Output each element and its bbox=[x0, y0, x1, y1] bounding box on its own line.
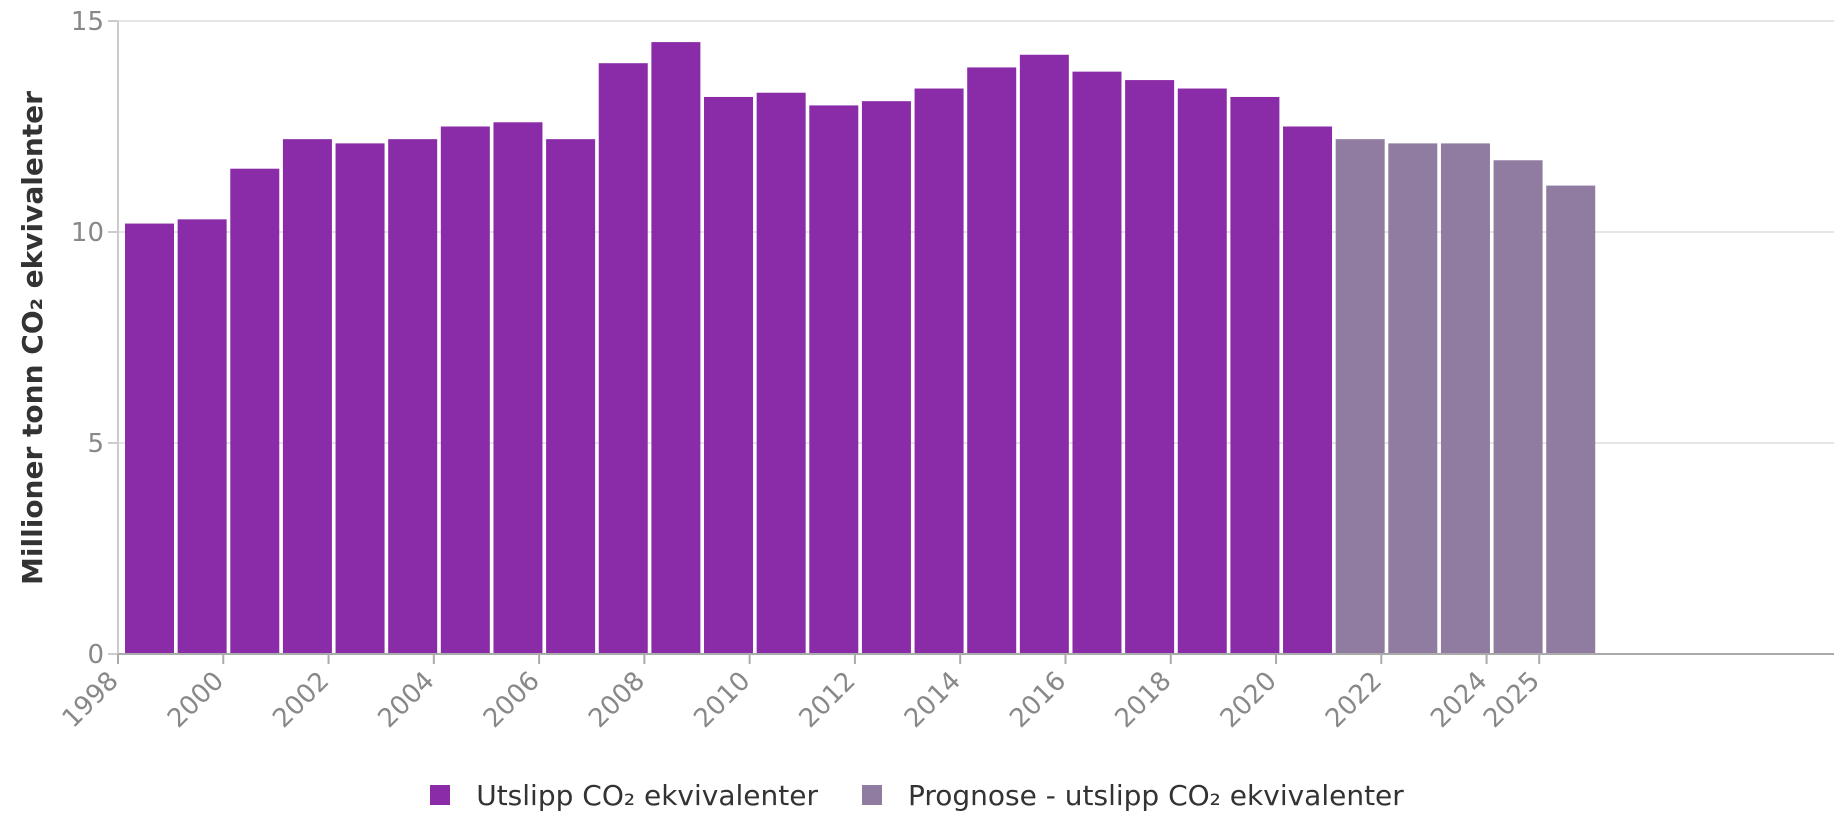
x-tick-label-2010: 2010 bbox=[688, 666, 756, 734]
bar-measured-2013[interactable] bbox=[914, 88, 964, 654]
bar-forecast-2024[interactable] bbox=[1493, 160, 1543, 654]
bar-measured-2004[interactable] bbox=[440, 126, 490, 655]
bar-measured-2016[interactable] bbox=[1072, 71, 1122, 654]
x-tick-label-2025: 2025 bbox=[1478, 666, 1546, 734]
bar-measured-2010[interactable] bbox=[756, 92, 806, 655]
y-tick-label-10: 10 bbox=[71, 218, 104, 248]
x-tick-label-2004: 2004 bbox=[373, 666, 441, 734]
x-tick-label-2018: 2018 bbox=[1109, 666, 1177, 734]
y-tick-label-15: 15 bbox=[71, 7, 104, 37]
y-axis-label: Millioner tonn CO₂ ekvivalenter bbox=[16, 91, 49, 585]
bar-measured-2015[interactable] bbox=[1019, 54, 1069, 654]
legend-label-measured: Utslipp CO₂ ekvivalenter bbox=[476, 778, 818, 812]
bar-measured-2002[interactable] bbox=[335, 143, 385, 654]
bar-forecast-2022[interactable] bbox=[1388, 143, 1438, 654]
x-tick-label-2022: 2022 bbox=[1320, 666, 1388, 734]
bar-measured-2017[interactable] bbox=[1125, 80, 1175, 654]
x-tick-label-2024: 2024 bbox=[1425, 666, 1493, 734]
x-tick-label-2002: 2002 bbox=[267, 666, 335, 734]
bar-measured-2011[interactable] bbox=[809, 105, 859, 654]
bar-measured-2007[interactable] bbox=[598, 63, 648, 654]
x-tick-label-2008: 2008 bbox=[583, 666, 651, 734]
bar-measured-2001[interactable] bbox=[282, 139, 332, 654]
x-tick-label-1998: 1998 bbox=[57, 666, 125, 734]
legend-item-measured[interactable]: Utslipp CO₂ ekvivalenter bbox=[430, 779, 818, 812]
legend-label-forecast: Prognose - utslipp CO₂ ekvivalenter bbox=[907, 778, 1404, 812]
x-tick-label-2020: 2020 bbox=[1215, 666, 1283, 734]
y-tick-label-0: 0 bbox=[87, 640, 104, 670]
bar-chart: 0 5 10 15 1998 2000 2002 2004 2006 2008 2010 2012 20… bbox=[16, 7, 1834, 734]
bars bbox=[125, 42, 1596, 655]
y-tick-label-5: 5 bbox=[87, 429, 104, 459]
x-tick-label-2006: 2006 bbox=[478, 666, 546, 734]
legend-item-forecast[interactable]: Prognose - utslipp CO₂ ekvivalenter bbox=[861, 778, 1404, 812]
legend: Utslipp CO₂ ekvivalenter Prognose - utsl… bbox=[0, 778, 1834, 812]
legend-swatch-forecast bbox=[861, 785, 882, 805]
bar-measured-1998[interactable] bbox=[125, 223, 174, 654]
bar-measured-2019[interactable] bbox=[1230, 96, 1280, 654]
bar-forecast-2023[interactable] bbox=[1440, 143, 1490, 654]
axes bbox=[108, 20, 1834, 664]
bar-measured-2000[interactable] bbox=[230, 168, 280, 654]
x-tick-label-2014: 2014 bbox=[899, 666, 967, 734]
bar-measured-2012[interactable] bbox=[861, 101, 911, 655]
bar-forecast-2025[interactable] bbox=[1546, 185, 1596, 654]
bar-measured-2006[interactable] bbox=[546, 139, 596, 654]
bar-measured-2020[interactable] bbox=[1283, 126, 1333, 655]
bar-measured-2014[interactable] bbox=[967, 67, 1017, 655]
bar-measured-1999[interactable] bbox=[177, 219, 227, 654]
x-tick-label-2016: 2016 bbox=[1004, 666, 1072, 734]
legend-swatch-measured bbox=[430, 785, 451, 805]
x-tick-label-2012: 2012 bbox=[794, 666, 862, 734]
bar-measured-2009[interactable] bbox=[704, 96, 754, 654]
bar-measured-2018[interactable] bbox=[1177, 88, 1227, 654]
bar-forecast-2021[interactable] bbox=[1335, 139, 1385, 654]
bar-measured-2005[interactable] bbox=[493, 122, 543, 654]
bar-measured-2003[interactable] bbox=[388, 139, 438, 654]
bar-measured-2008[interactable] bbox=[651, 42, 701, 655]
x-tick-label-2000: 2000 bbox=[162, 666, 230, 734]
